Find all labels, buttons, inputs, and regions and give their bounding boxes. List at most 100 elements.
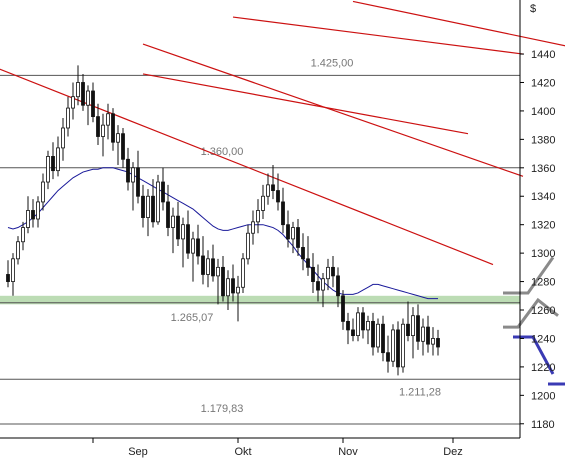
candle-body: [166, 201, 170, 228]
y-tick-label: 1300: [531, 248, 555, 260]
candle: [286, 210, 290, 248]
candle: [156, 174, 160, 225]
candle-body: [296, 227, 300, 248]
level-label: 1.425,00: [311, 57, 354, 69]
candle-body: [126, 158, 130, 183]
scenario-path: [548, 382, 565, 386]
candle-body: [111, 113, 115, 143]
y-tick-label: 1180: [531, 419, 555, 431]
candle: [256, 199, 260, 234]
candle: [191, 231, 195, 282]
candle-body: [366, 320, 370, 331]
candle-body: [246, 232, 250, 260]
candle-body: [386, 352, 390, 362]
candle-body: [136, 167, 140, 197]
x-tick-label: Sep: [128, 446, 148, 458]
candle-body: [411, 315, 415, 337]
candle: [31, 199, 35, 228]
candle-body: [336, 275, 340, 297]
candle-body: [206, 258, 210, 275]
candle-body: [256, 210, 260, 223]
candle: [381, 315, 385, 362]
candle-body: [6, 274, 10, 282]
candle-body: [91, 90, 95, 118]
candle-body: [191, 238, 195, 254]
candle: [86, 85, 90, 126]
candle: [406, 301, 410, 342]
candle-body: [266, 184, 270, 197]
candle: [341, 290, 345, 330]
candle: [11, 253, 15, 296]
candle-body: [291, 227, 295, 240]
candle-body: [306, 258, 310, 268]
candle: [136, 150, 140, 204]
candle: [141, 184, 145, 228]
candle: [326, 258, 330, 291]
candle-body: [271, 184, 275, 191]
candle-body: [101, 124, 105, 137]
candle: [296, 219, 300, 256]
candle: [21, 221, 25, 251]
candle-body: [156, 181, 160, 223]
candle: [431, 327, 435, 356]
candle: [181, 217, 185, 268]
y-tick-label: 1400: [531, 106, 555, 118]
candle-body: [321, 278, 325, 291]
candle: [151, 179, 155, 228]
candle: [301, 233, 305, 271]
candle: [411, 307, 415, 359]
candle: [221, 255, 225, 302]
candle: [401, 318, 405, 373]
level-label: 1.211,28: [399, 386, 441, 398]
candle: [166, 184, 170, 237]
candle-body: [171, 215, 175, 228]
support-zone: [0, 295, 520, 305]
candle: [416, 304, 420, 350]
candle: [366, 315, 370, 345]
candle-body: [401, 323, 405, 368]
candle-body: [276, 190, 280, 203]
candle: [121, 127, 125, 168]
candle: [131, 162, 135, 211]
candle-body: [76, 82, 80, 98]
candle-body: [201, 255, 205, 275]
level-label: 1.179,83: [201, 403, 244, 415]
candle: [186, 210, 190, 259]
candle-body: [116, 133, 120, 143]
candle: [61, 118, 65, 161]
candle-body: [211, 258, 215, 277]
candle: [346, 312, 350, 345]
candle-body: [56, 147, 60, 172]
candle: [146, 189, 150, 237]
y-tick-label: 1280: [531, 277, 555, 289]
candle: [171, 207, 175, 254]
candle: [356, 307, 360, 342]
candle: [111, 108, 115, 151]
candle-body: [311, 266, 315, 282]
y-tick-label: 1380: [531, 134, 555, 146]
candle: [266, 173, 270, 205]
candle-body: [121, 133, 125, 160]
candle-body: [31, 210, 35, 220]
trendlines-layer: [0, 0, 565, 266]
candle: [371, 312, 375, 356]
currency-label: $: [530, 3, 536, 15]
y-tick-label: 1440: [531, 49, 555, 61]
candle-body: [241, 258, 245, 288]
moving-average-line: [7, 167, 438, 300]
candle-body: [286, 224, 290, 240]
candle: [96, 103, 100, 146]
candle: [106, 103, 110, 140]
scenario-path: [503, 297, 559, 329]
candle: [6, 260, 10, 288]
y-tick-label: 1240: [531, 333, 555, 345]
candle: [336, 267, 340, 308]
candle-body: [16, 241, 20, 260]
candle-body: [406, 323, 410, 337]
candle-body: [391, 329, 395, 362]
candle-body: [216, 266, 220, 277]
candle-body: [426, 326, 430, 345]
candle: [306, 236, 310, 276]
candle: [421, 318, 425, 356]
candles-layer: [6, 65, 440, 376]
